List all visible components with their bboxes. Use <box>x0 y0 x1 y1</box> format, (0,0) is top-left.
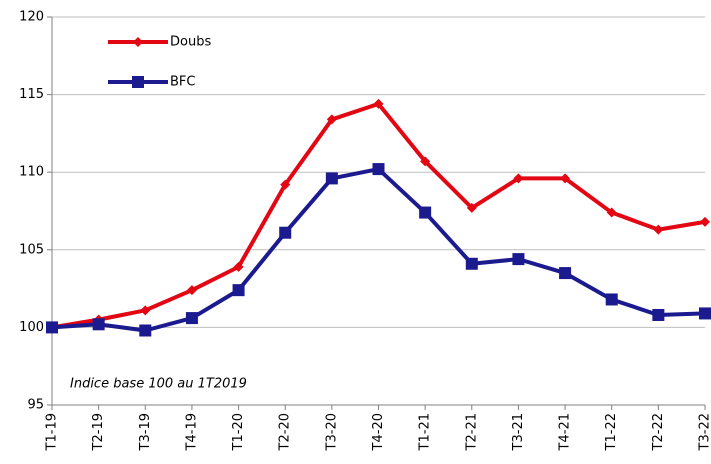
y-tick-label: 95 <box>27 398 44 413</box>
data-point <box>373 163 385 175</box>
data-point <box>466 258 478 270</box>
data-point <box>700 217 710 227</box>
legend-marker <box>133 37 143 47</box>
data-point <box>139 325 151 337</box>
annotation: Indice base 100 au 1T2019 <box>70 377 247 392</box>
data-point <box>419 207 431 219</box>
data-point <box>326 172 338 184</box>
y-tick-label: 100 <box>19 320 44 335</box>
legend-label: BFC <box>170 75 195 90</box>
legend-label: Doubs <box>170 35 211 50</box>
x-tick-label: T2-21 <box>464 413 479 451</box>
x-tick-label: T3-21 <box>511 413 526 451</box>
y-tick-label: 115 <box>19 87 44 102</box>
x-tick-label: T3-20 <box>324 413 339 451</box>
x-tick-label: T4-19 <box>184 413 199 451</box>
data-point <box>699 307 711 319</box>
x-tick-label: T4-20 <box>371 413 386 451</box>
data-point <box>46 321 58 333</box>
data-point <box>606 293 618 305</box>
data-point <box>93 318 105 330</box>
x-tick-label: T3-19 <box>138 413 153 451</box>
legend-marker <box>132 76 144 88</box>
y-tick-label: 105 <box>19 242 44 257</box>
x-tick-label: T2-22 <box>651 413 666 451</box>
x-tick-label: T1-22 <box>604 413 619 451</box>
data-point <box>653 225 663 235</box>
x-tick-label: T1-21 <box>418 413 433 451</box>
data-point <box>559 267 571 279</box>
x-tick-label: T2-19 <box>91 413 106 451</box>
x-tick-label: T4-21 <box>558 413 573 451</box>
x-tick-label: T1-20 <box>231 413 246 451</box>
data-point <box>233 284 245 296</box>
x-tick-label: T1-19 <box>45 413 60 451</box>
data-point <box>186 312 198 324</box>
data-point <box>512 253 524 265</box>
y-tick-label: 120 <box>19 10 44 25</box>
data-point <box>652 309 664 321</box>
x-tick-label: T3-22 <box>698 413 711 451</box>
data-point <box>279 227 291 239</box>
y-tick-label: 110 <box>19 165 44 180</box>
x-tick-label: T2-20 <box>278 413 293 451</box>
